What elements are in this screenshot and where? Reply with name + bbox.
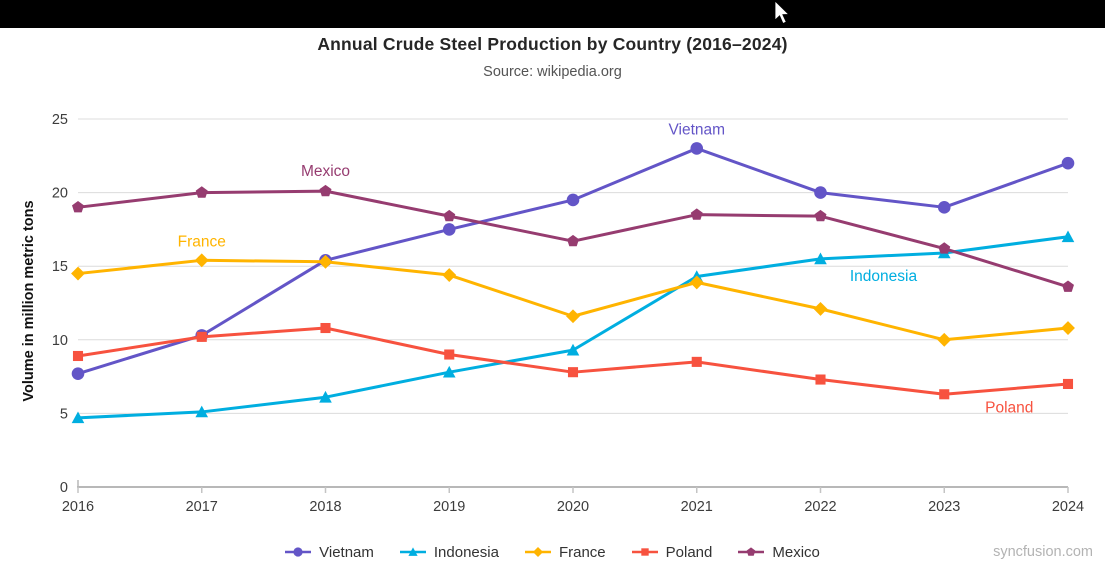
marker-indonesia[interactable] (1061, 230, 1075, 243)
chart-subtitle: Source: wikipedia.org (483, 64, 622, 80)
marker-indonesia[interactable] (442, 365, 456, 378)
series-line-france (76, 258, 1070, 342)
marker-vietnam[interactable] (566, 193, 580, 207)
marker-indonesia[interactable] (195, 405, 209, 418)
y-tick-label: 15 (52, 259, 68, 275)
marker-france[interactable] (937, 332, 952, 347)
marker-france[interactable] (194, 253, 209, 268)
x-tick-label: 2024 (1052, 499, 1084, 515)
marker-mexico[interactable] (72, 201, 84, 213)
legend-diamond-icon (524, 546, 551, 558)
marker-france[interactable] (813, 301, 828, 316)
marker-vietnam[interactable] (690, 142, 704, 155)
x-tick-label: 2022 (804, 499, 836, 515)
marker-indonesia[interactable] (319, 390, 332, 403)
marker-mexico[interactable] (814, 209, 827, 222)
marker-france[interactable] (1061, 321, 1075, 335)
legend-marker-mexico[interactable] (746, 547, 756, 556)
marker-mexico[interactable] (319, 184, 332, 197)
marker-mexico[interactable] (1062, 280, 1074, 292)
marker-france[interactable] (689, 275, 704, 290)
syncfusion-watermark: syncfusion.com (993, 544, 1093, 560)
legend-label: Indonesia (433, 543, 499, 561)
marker-poland[interactable] (72, 350, 84, 362)
marker-mexico[interactable] (938, 242, 951, 254)
marker-france[interactable] (318, 254, 333, 269)
marker-vietnam[interactable] (71, 367, 85, 380)
chart-title: Annual Crude Steel Production by Country… (317, 34, 788, 54)
x-tick-label: 2020 (557, 499, 589, 515)
legend-label: Vietnam (319, 543, 374, 561)
legend-item-vietnam[interactable]: Vietnam (285, 544, 374, 561)
legend-marker-indonesia[interactable] (408, 547, 418, 556)
legend-pentagon-icon (738, 547, 765, 556)
marker-poland[interactable] (691, 356, 702, 367)
legend-circle-icon (285, 547, 312, 557)
x-tick-label: 2017 (186, 499, 218, 515)
y-tick-label: 0 (60, 480, 68, 496)
marker-indonesia[interactable] (566, 343, 580, 356)
y-tick-label: 20 (52, 186, 68, 202)
series-label-vietnam: Vietnam (668, 121, 725, 138)
y-tick-label: 25 (52, 112, 68, 128)
series-label-indonesia: Indonesia (850, 268, 918, 285)
marker-indonesia[interactable] (814, 252, 827, 265)
marker-mexico[interactable] (567, 234, 579, 247)
series-line-poland (76, 326, 1070, 396)
legend: Vietnam Indonesia France Poland Mexico (0, 540, 1105, 564)
legend-label: Mexico (772, 543, 820, 561)
legend-label: Poland (665, 543, 713, 561)
marker-mexico[interactable] (690, 208, 703, 220)
x-tick-label: 2019 (433, 499, 465, 515)
y-tick-label: 5 (60, 406, 68, 422)
marker-mexico[interactable] (195, 186, 208, 198)
marker-france[interactable] (442, 268, 457, 282)
marker-poland[interactable] (815, 374, 826, 385)
legend-marker-france[interactable] (532, 546, 544, 558)
mouse-cursor-icon (774, 1, 790, 25)
marker-france[interactable] (566, 309, 580, 324)
series-label-mexico: Mexico (301, 163, 350, 180)
series-label-france: France (178, 233, 226, 250)
x-tick-label: 2023 (928, 499, 960, 515)
marker-vietnam[interactable] (814, 186, 827, 199)
x-tick-label: 2016 (62, 499, 94, 515)
marker-vietnam[interactable] (442, 223, 456, 236)
series-label-poland: Poland (985, 399, 1033, 416)
legend-item-france[interactable]: France (524, 543, 606, 561)
marker-poland[interactable] (939, 389, 950, 400)
marker-mexico[interactable] (443, 209, 456, 222)
legend-marker-vietnam[interactable] (293, 547, 303, 557)
top-black-bar (0, 0, 1105, 28)
marker-vietnam[interactable] (937, 201, 951, 214)
marker-poland[interactable] (567, 367, 579, 378)
x-tick-label: 2021 (681, 499, 713, 515)
legend-item-mexico[interactable]: Mexico (738, 544, 820, 561)
legend-triangle-icon (399, 547, 426, 556)
legend-marker-poland[interactable] (640, 548, 649, 556)
marker-vietnam[interactable] (1061, 156, 1075, 170)
y-tick-label: 10 (52, 333, 68, 349)
legend-item-poland[interactable]: Poland (631, 543, 713, 561)
x-tick-label: 2018 (309, 499, 341, 515)
marker-poland[interactable] (320, 322, 331, 334)
legend-square-icon (631, 548, 658, 556)
marker-poland[interactable] (444, 349, 455, 360)
marker-france[interactable] (71, 266, 85, 281)
marker-poland[interactable] (196, 331, 207, 342)
legend-label: France (558, 543, 606, 561)
marker-poland[interactable] (1062, 378, 1074, 389)
legend-item-indonesia[interactable]: Indonesia (399, 543, 499, 561)
marker-indonesia[interactable] (71, 411, 85, 424)
